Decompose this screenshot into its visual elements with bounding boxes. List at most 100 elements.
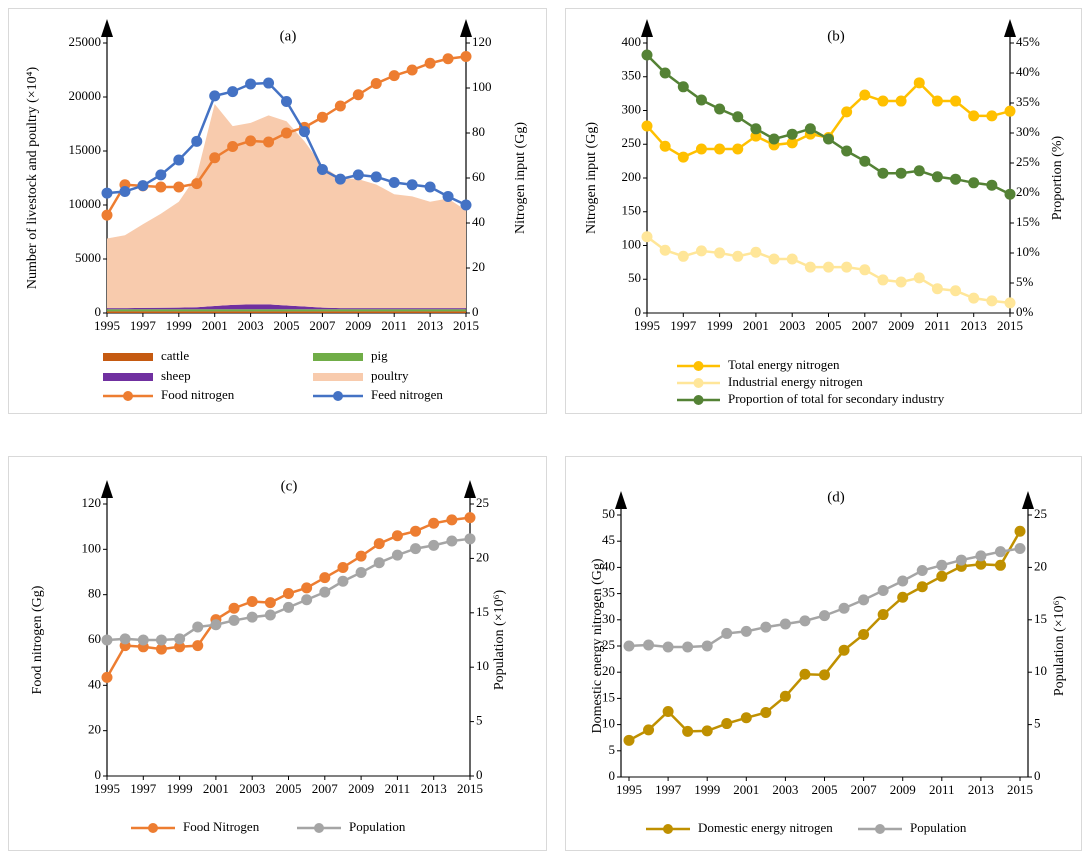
legend-swatch <box>103 373 153 381</box>
point <box>732 143 744 155</box>
y2-tick-label: 0 <box>476 767 483 782</box>
point <box>877 584 889 596</box>
point <box>841 261 853 273</box>
legend-label: Proportion of total for secondary indust… <box>728 391 945 406</box>
point <box>955 554 967 566</box>
y-tick-label: 30 <box>602 611 615 626</box>
legend-label: cattle <box>161 348 189 363</box>
y-tick-label: 40 <box>88 676 101 691</box>
chart-title: (a) <box>280 28 297 44</box>
point <box>721 627 733 639</box>
point <box>283 588 294 600</box>
point <box>768 253 780 265</box>
legend-swatch <box>693 361 704 371</box>
point <box>623 734 635 746</box>
x-tick-label: 2015 <box>453 318 479 333</box>
point <box>859 89 871 101</box>
point <box>428 517 440 529</box>
x-tick-label: 2007 <box>309 318 336 333</box>
point <box>155 634 167 646</box>
x-tick-label: 1997 <box>655 782 682 797</box>
y2-tick-label: 120 <box>472 34 492 49</box>
x-tick-label: 2011 <box>385 781 411 796</box>
point <box>841 106 853 118</box>
x-tick-label: 1995 <box>634 318 660 333</box>
point <box>695 94 707 106</box>
y2-tick-label: 20 <box>476 549 489 564</box>
point <box>209 90 221 102</box>
y-tick-label: 0 <box>95 304 102 319</box>
point <box>659 244 671 256</box>
point <box>841 145 853 157</box>
point <box>740 625 752 637</box>
y-tick-label: 20000 <box>69 88 102 103</box>
point <box>701 640 713 652</box>
point <box>424 57 436 69</box>
y-tick-label: 350 <box>622 68 642 83</box>
y-tick-label: 0 <box>635 304 642 319</box>
point <box>337 575 349 587</box>
point <box>388 70 400 82</box>
y2-axis-title: Population (×10⁶) <box>1052 596 1067 697</box>
x-tick-label: 2013 <box>968 782 994 797</box>
legend-swatch <box>693 378 704 388</box>
y-tick-label: 400 <box>622 34 642 49</box>
x-tick-label: 2007 <box>312 781 339 796</box>
axis-arrow <box>615 491 627 509</box>
point <box>263 77 275 89</box>
y2-tick-label: 25% <box>1016 154 1040 169</box>
y2-axis-title: Population (×10⁶) <box>492 590 507 691</box>
y2-tick-label: 60 <box>472 169 485 184</box>
point <box>740 712 752 724</box>
point <box>228 614 240 626</box>
x-tick-label: 2011 <box>381 318 407 333</box>
point <box>264 609 276 621</box>
point <box>119 633 131 645</box>
x-tick-label: 2003 <box>779 318 805 333</box>
point <box>823 261 834 273</box>
y2-tick-label: 40 <box>472 214 485 229</box>
y2-axis-title: Nitrogen input (Gg) <box>513 122 528 234</box>
x-tick-label: 2015 <box>457 781 483 796</box>
point <box>732 250 744 262</box>
y2-tick-label: 0 <box>1034 768 1041 783</box>
point <box>137 634 149 646</box>
point <box>641 120 653 132</box>
point <box>442 190 454 202</box>
x-tick-label: 2001 <box>743 318 769 333</box>
point <box>682 641 694 653</box>
point <box>916 581 928 593</box>
legend-swatch <box>313 353 363 361</box>
legend-swatch <box>693 395 704 405</box>
point <box>819 610 830 622</box>
point <box>388 177 400 188</box>
point <box>643 639 655 651</box>
x-tick-label: 2009 <box>890 782 916 797</box>
point <box>137 180 149 192</box>
x-tick-label: 2007 <box>851 782 878 797</box>
axis-arrow <box>641 19 653 37</box>
axis-arrow <box>1004 19 1016 37</box>
point <box>301 594 313 606</box>
y-axis-title: Food nitrogen (Gg) <box>30 585 45 694</box>
y2-tick-label: 45% <box>1016 34 1040 49</box>
point <box>838 602 850 614</box>
point <box>968 110 980 122</box>
x-tick-label: 1999 <box>694 782 720 797</box>
point <box>192 640 204 652</box>
point <box>641 231 653 243</box>
point <box>968 292 980 304</box>
x-tick-label: 2009 <box>345 318 371 333</box>
point <box>319 572 331 584</box>
y-axis-title: Domestic energy nitrogen (Gg) <box>590 558 605 733</box>
point <box>283 601 294 613</box>
point <box>799 615 811 627</box>
x-tick-label: 2015 <box>1007 782 1033 797</box>
point <box>355 550 367 562</box>
y2-tick-label: 0% <box>1016 304 1034 319</box>
point <box>370 78 382 89</box>
y-tick-label: 200 <box>622 169 642 184</box>
point <box>701 725 713 737</box>
point <box>936 559 948 571</box>
x-tick-label: 2011 <box>925 318 951 333</box>
